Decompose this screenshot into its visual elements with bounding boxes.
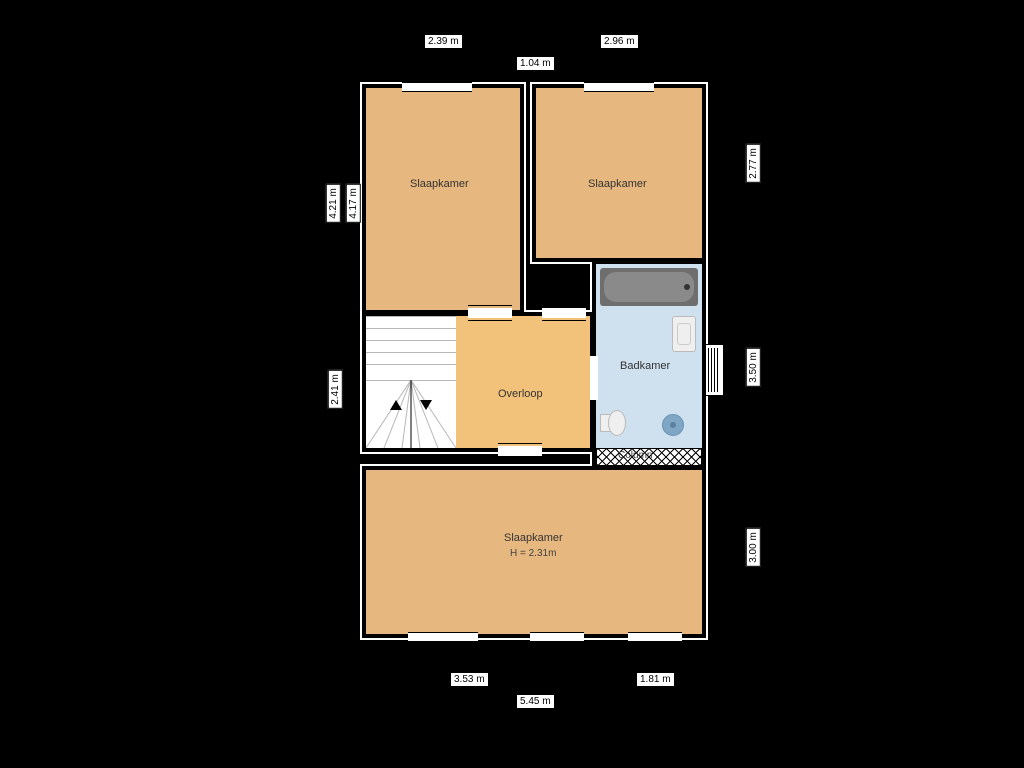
door-opening: [542, 308, 586, 318]
window: [628, 632, 682, 642]
dim-right-mid: 3.50 m: [746, 348, 761, 387]
room-overloop: [456, 316, 590, 448]
dim-left-upper2: 4.17 m: [346, 184, 361, 223]
label-overloop: Overloop: [498, 388, 543, 400]
label-bed-bot-height: H = 2.31m: [510, 548, 556, 559]
dim-left-mid: 2.41 m: [328, 370, 343, 409]
floor-drain: [662, 414, 684, 436]
label-bed-bot: Slaapkamer: [504, 532, 563, 544]
door-opening: [590, 356, 598, 400]
room-bedroom-top-left: [366, 88, 520, 310]
dim-bottom-left: 3.53 m: [450, 672, 489, 687]
dim-right-upper: 2.77 m: [746, 144, 761, 183]
door-opening: [498, 446, 542, 456]
label-bed-tl: Slaapkamer: [410, 178, 469, 190]
dim-bottom-all: 5.45 m: [516, 694, 555, 709]
room-bedroom-top-right: [536, 88, 702, 258]
door-opening: [468, 308, 512, 318]
bathtub: [600, 268, 698, 306]
window: [530, 632, 584, 642]
column-label: Column: [618, 450, 652, 461]
dim-top-mid: 1.04 m: [516, 56, 555, 71]
label-badkamer: Badkamer: [620, 360, 670, 372]
dim-bottom-right: 1.81 m: [636, 672, 675, 687]
dim-top-right: 2.96 m: [600, 34, 639, 49]
window: [408, 632, 478, 642]
floorplan-stage: Column Slaapkamer Slaapkamer Badka: [0, 0, 1024, 768]
dim-top-left: 2.39 m: [424, 34, 463, 49]
window: [402, 82, 472, 92]
radiator: [706, 348, 720, 392]
dim-left-upper1: 4.21 m: [326, 184, 341, 223]
stairs: [366, 316, 456, 448]
toilet: [600, 408, 624, 436]
dim-right-lower: 3.00 m: [746, 528, 761, 567]
label-bed-tr: Slaapkamer: [588, 178, 647, 190]
window: [584, 82, 654, 92]
sink: [672, 316, 696, 352]
